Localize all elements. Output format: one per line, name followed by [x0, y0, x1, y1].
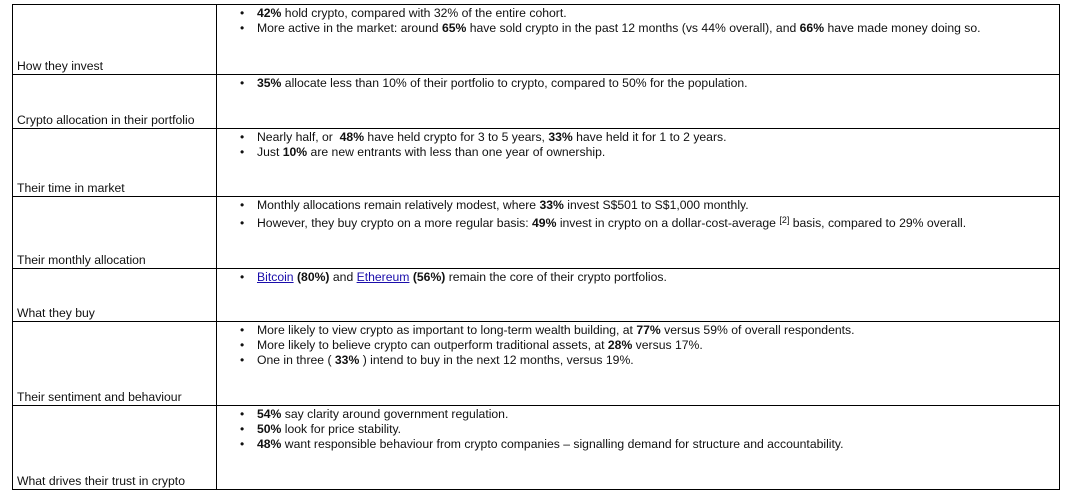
bullet-list: Nearly half, or 48% have held crypto for…: [221, 130, 1055, 160]
bullet-text: and: [329, 270, 357, 284]
bullet-text: More likely to believe crypto can outper…: [257, 338, 608, 352]
bullet-text: invest S$501 to S$1,000 monthly.: [563, 198, 749, 212]
row-content: Monthly allocations remain relatively mo…: [216, 196, 1060, 269]
row-content: More likely to view crypto as important …: [216, 321, 1060, 406]
table-row: Their time in market Nearly half, or 48%…: [12, 128, 1060, 197]
bullet-item: More likely to believe crypto can outper…: [240, 338, 1055, 353]
bullet-text: hold crypto, compared with 32% of the en…: [281, 6, 567, 20]
bold-stat: 54%: [257, 407, 282, 421]
bold-stat: 65%: [441, 21, 467, 35]
bullet-text: versus 17%.: [632, 338, 703, 352]
table-row: How they invest 42% hold crypto, compare…: [12, 4, 1060, 75]
bullet-text: have held it for 1 to 2 years.: [572, 130, 727, 144]
bold-stat: 28%: [607, 338, 633, 352]
bullet-item: 50% look for price stability.: [240, 422, 1055, 437]
bold-stat: 33%: [539, 198, 564, 212]
bullet-list: 35% allocate less than 10% of their port…: [221, 76, 1055, 91]
bullet-item: Monthly allocations remain relatively mo…: [240, 198, 1055, 213]
row-label: What drives their trust in crypto: [12, 405, 217, 490]
bullet-list: Monthly allocations remain relatively mo…: [221, 198, 1055, 231]
bold-stat: 77%: [636, 323, 661, 337]
bullet-item: Bitcoin (80%) and Ethereum (56%) remain …: [240, 270, 1055, 285]
bullet-text: basis, compared to 29% overall.: [789, 216, 967, 230]
bold-stat: (80%): [293, 270, 330, 284]
bullet-item: Nearly half, or 48% have held crypto for…: [240, 130, 1055, 145]
ethereum-link[interactable]: Ethereum: [356, 270, 410, 284]
bullet-item: 48% want responsible behaviour from cryp…: [240, 437, 1055, 452]
bullet-item: However, they buy crypto on a more regul…: [240, 215, 1055, 232]
table-row: What drives their trust in crypto 54% sa…: [12, 405, 1060, 490]
bullet-text: have held crypto for 3 to 5 years,: [364, 130, 549, 144]
bullet-text: want responsible behaviour from crypto c…: [281, 437, 844, 451]
bold-stat: 48%: [257, 437, 282, 451]
table-row: Their sentiment and behaviour More likel…: [12, 321, 1060, 406]
bullet-item: 54% say clarity around government regula…: [240, 407, 1055, 422]
table-row: Crypto allocation in their portfolio 35%…: [12, 74, 1060, 129]
bullet-text: invest in crypto on a dollar-cost-averag…: [556, 216, 780, 230]
row-label: How they invest: [12, 4, 217, 75]
row-label: Their time in market: [12, 128, 217, 197]
bullet-text: More active in the market: around: [257, 21, 442, 35]
row-label: Their monthly allocation: [12, 196, 217, 269]
bullet-item: Just 10% are new entrants with less than…: [240, 145, 1055, 160]
bullet-list: Bitcoin (80%) and Ethereum (56%) remain …: [221, 270, 1055, 285]
bold-stat: 49%: [532, 216, 557, 230]
row-label: Their sentiment and behaviour: [12, 321, 217, 406]
bullet-text: are new entrants with less than one year…: [307, 145, 606, 159]
bullet-text: Monthly allocations remain relatively mo…: [257, 198, 540, 212]
bullet-text: have made money doing so.: [824, 21, 981, 35]
bold-stat: 48%: [339, 130, 365, 144]
bullet-text: allocate less than 10% of their portfoli…: [281, 76, 748, 90]
bullet-item: More active in the market: around 65% ha…: [240, 21, 1055, 36]
bold-stat: 10%: [282, 145, 308, 159]
bold-stat: 50%: [257, 422, 282, 436]
row-label: Crypto allocation in their portfolio: [12, 74, 217, 129]
bullet-item: 35% allocate less than 10% of their port…: [240, 76, 1055, 91]
table-row: Their monthly allocation Monthly allocat…: [12, 196, 1060, 269]
row-content: 42% hold crypto, compared with 32% of th…: [216, 4, 1060, 75]
bullet-text: look for price stability.: [281, 422, 402, 436]
bold-stat: 33%: [334, 353, 360, 367]
bullet-text: say clarity around government regulation…: [281, 407, 509, 421]
bold-stat: 42%: [257, 6, 282, 20]
bullet-list: 42% hold crypto, compared with 32% of th…: [221, 6, 1055, 36]
table-row: What they buy Bitcoin (80%) and Ethereum…: [12, 268, 1060, 322]
row-content: 35% allocate less than 10% of their port…: [216, 74, 1060, 129]
bullet-list: More likely to view crypto as important …: [221, 323, 1055, 368]
row-content: Nearly half, or 48% have held crypto for…: [216, 128, 1060, 197]
bullet-list: 54% say clarity around government regula…: [221, 407, 1055, 452]
bullet-item: One in three ( 33% ) intend to buy in th…: [240, 353, 1055, 368]
bitcoin-link[interactable]: Bitcoin: [257, 270, 294, 284]
bullet-text: Nearly half, or: [257, 130, 340, 144]
bullet-text: However, they buy crypto on a more regul…: [257, 216, 533, 230]
bullet-text: versus 59% of overall respondents.: [660, 323, 855, 337]
row-label: What they buy: [12, 268, 217, 322]
footnote-ref[interactable]: [2]: [779, 215, 790, 225]
bullet-text: Just: [257, 145, 283, 159]
bullet-item: More likely to view crypto as important …: [240, 323, 1055, 338]
bullet-text: ) intend to buy in the next 12 months, v…: [359, 353, 634, 367]
bold-stat: 35%: [257, 76, 282, 90]
bullet-text: More likely to view crypto as important …: [257, 323, 637, 337]
bullet-item: 42% hold crypto, compared with 32% of th…: [240, 6, 1055, 21]
bullet-text: have sold crypto in the past 12 months (…: [466, 21, 800, 35]
bullet-text: One in three (: [257, 353, 335, 367]
bullet-text: remain the core of their crypto portfoli…: [445, 270, 667, 284]
row-content: Bitcoin (80%) and Ethereum (56%) remain …: [216, 268, 1060, 322]
investor-profile-table: How they invest 42% hold crypto, compare…: [12, 4, 1060, 490]
bold-stat: (56%): [409, 270, 446, 284]
bold-stat: 66%: [799, 21, 825, 35]
bold-stat: 33%: [548, 130, 573, 144]
row-content: 54% say clarity around government regula…: [216, 405, 1060, 490]
